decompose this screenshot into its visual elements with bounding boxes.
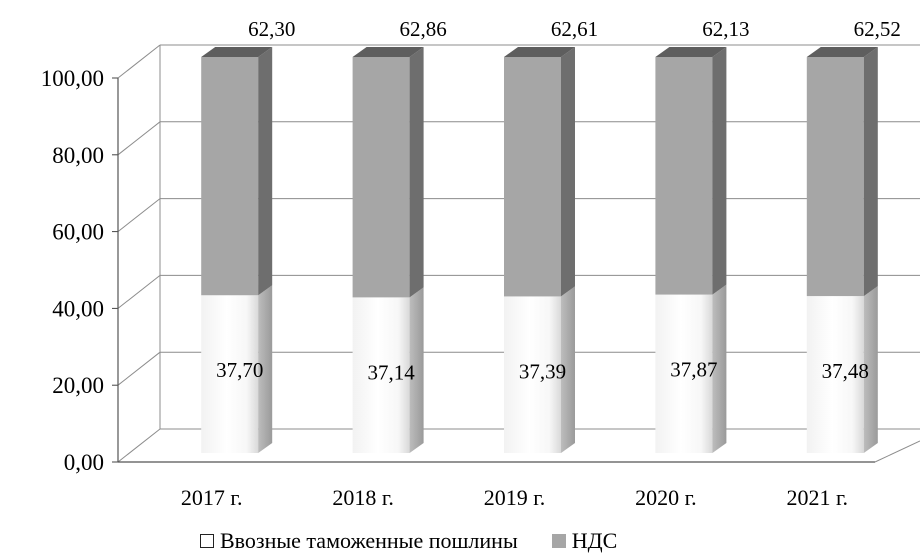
bar-top-vat xyxy=(655,47,727,57)
legend-label-import-duties: Ввозные таможенные пошлины xyxy=(220,528,518,553)
legend-item-import-duties: Ввозные таможенные пошлины xyxy=(200,528,518,554)
data-label-vat: 62,86 xyxy=(399,17,446,41)
bar-segment-vat xyxy=(201,57,259,296)
data-label-import-duties: 37,70 xyxy=(216,358,263,382)
y-tick-label: 100,00 xyxy=(41,66,104,91)
bar-segment-import-duties xyxy=(201,295,259,453)
bar-segment-import-duties xyxy=(504,296,561,453)
y-tick-label: 20,00 xyxy=(52,373,104,398)
y-tick-label: 80,00 xyxy=(52,143,104,168)
data-label-import-duties: 37,14 xyxy=(367,360,415,384)
legend-swatch-vat xyxy=(551,534,566,548)
bar-side-vat xyxy=(258,47,273,296)
bar-side-vat xyxy=(409,47,424,298)
bar-segment-import-duties xyxy=(806,296,864,453)
floor-right-edge xyxy=(874,440,920,463)
data-label-import-duties: 37,39 xyxy=(519,359,566,383)
x-tick-label: 2021 г. xyxy=(787,485,849,510)
bar-side-import-duties xyxy=(863,286,878,453)
bar-side-import-duties xyxy=(712,284,727,453)
legend-item-vat: НДС xyxy=(551,528,618,554)
bar-segment-vat xyxy=(655,57,713,295)
x-tick-label: 2018 г. xyxy=(332,485,394,510)
depth-gridline xyxy=(117,351,161,386)
bar-segment-import-duties xyxy=(352,297,410,453)
data-label-import-duties: 37,48 xyxy=(822,359,869,383)
bar-side-vat xyxy=(863,47,878,297)
depth-gridline xyxy=(117,428,161,463)
bar-side-vat xyxy=(712,47,727,295)
bar-top-vat xyxy=(201,47,273,57)
x-tick-label: 2019 г. xyxy=(484,485,546,510)
bar-side-vat xyxy=(561,47,575,297)
data-label-vat: 62,30 xyxy=(248,17,295,41)
bar-side-import-duties xyxy=(561,286,575,453)
bar-side-import-duties xyxy=(258,285,273,453)
depth-gridline xyxy=(117,275,161,309)
y-tick-label: 60,00 xyxy=(52,220,104,245)
bar-segment-vat xyxy=(504,57,561,297)
bar-top-vat xyxy=(806,47,878,57)
depth-gridline xyxy=(117,198,161,232)
data-label-vat: 62,52 xyxy=(854,17,901,41)
y-tick-label: 0,00 xyxy=(64,450,104,475)
bar-side-import-duties xyxy=(409,287,424,453)
bar-segment-vat xyxy=(352,57,410,298)
legend-swatch-import-duties xyxy=(200,534,214,548)
bar-segment-import-duties xyxy=(655,294,713,453)
x-tick-label: 2020 г. xyxy=(635,485,697,510)
data-label-vat: 62,13 xyxy=(702,17,749,41)
depth-gridline xyxy=(117,121,161,156)
bar-top-vat xyxy=(352,47,424,57)
y-tick-label: 40,00 xyxy=(52,296,104,321)
data-label-vat: 62,61 xyxy=(551,17,598,41)
bar-segment-vat xyxy=(806,57,864,297)
x-tick-label: 2017 г. xyxy=(181,485,243,510)
bar-top-vat xyxy=(504,47,575,57)
data-label-import-duties: 37,87 xyxy=(670,358,717,382)
depth-gridline xyxy=(117,44,161,79)
chart-legend: Ввозные таможенные пошлины НДС xyxy=(200,526,617,556)
legend-label-vat: НДС xyxy=(571,528,618,553)
